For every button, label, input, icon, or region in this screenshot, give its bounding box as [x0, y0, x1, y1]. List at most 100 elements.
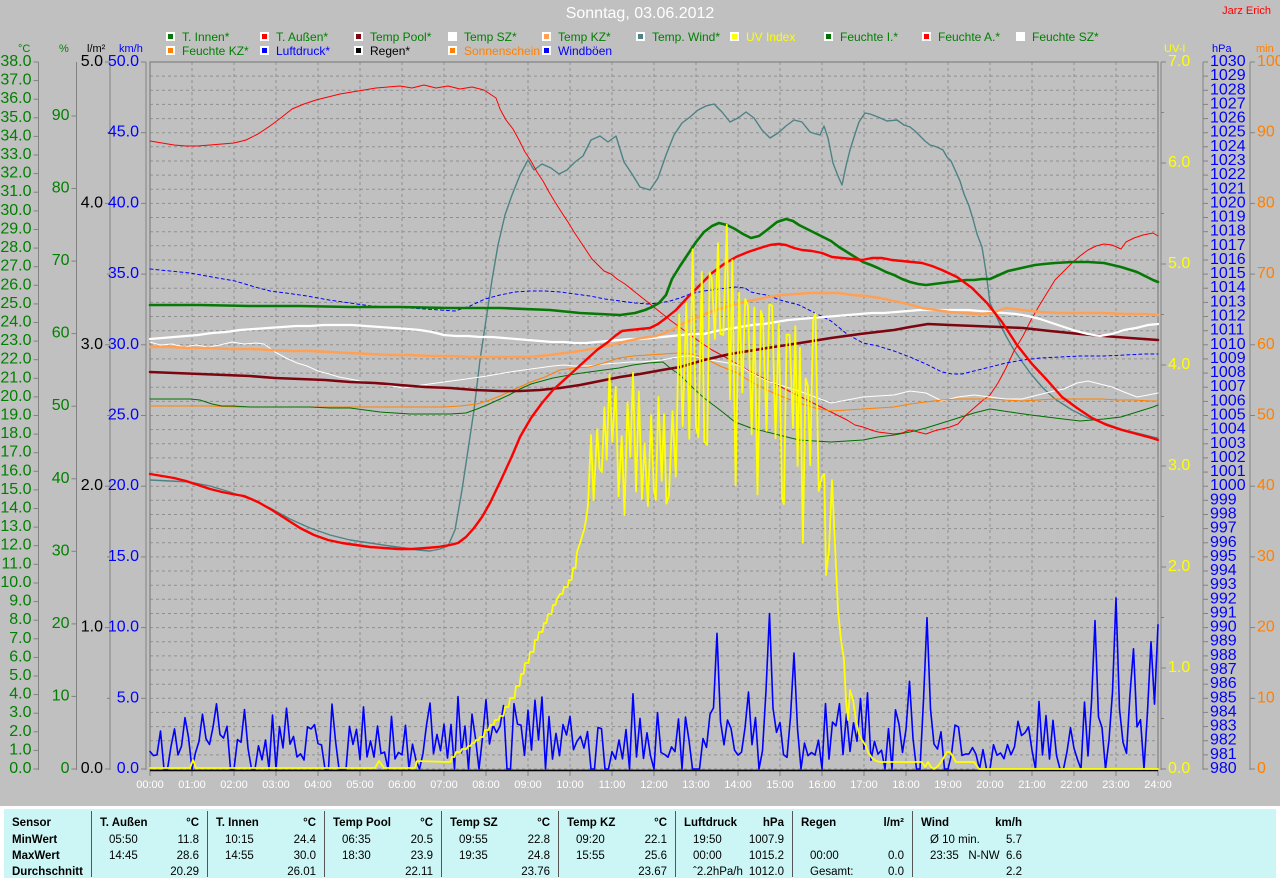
svg-text:16:00: 16:00	[808, 779, 836, 791]
svg-text:20.0: 20.0	[0, 388, 31, 405]
svg-text:1028: 1028	[1210, 81, 1246, 98]
svg-text:45.0: 45.0	[108, 124, 139, 141]
svg-text:60: 60	[52, 325, 70, 342]
svg-text:05:00: 05:00	[346, 779, 374, 791]
svg-text:09:00: 09:00	[514, 779, 542, 791]
svg-text:03:00: 03:00	[262, 779, 290, 791]
svg-text:13.0: 13.0	[0, 518, 31, 535]
svg-text:2.0: 2.0	[9, 723, 31, 740]
svg-text:983: 983	[1210, 718, 1237, 735]
svg-text:17:00: 17:00	[850, 779, 878, 791]
svg-text:0: 0	[61, 760, 70, 777]
svg-text:25.0: 25.0	[108, 407, 139, 424]
svg-text:1019: 1019	[1210, 209, 1246, 226]
svg-text:00:00: 00:00	[136, 779, 164, 791]
svg-text:999: 999	[1210, 491, 1237, 508]
svg-text:1023: 1023	[1210, 152, 1246, 169]
svg-text:4.0: 4.0	[1168, 356, 1190, 373]
svg-text:30: 30	[1257, 548, 1275, 565]
svg-text:01:00: 01:00	[178, 779, 206, 791]
svg-text:1007: 1007	[1210, 378, 1246, 395]
svg-text:1010: 1010	[1210, 336, 1246, 353]
svg-text:1013: 1013	[1210, 293, 1246, 310]
svg-text:1017: 1017	[1210, 237, 1246, 254]
svg-text:1002: 1002	[1210, 449, 1246, 466]
svg-text:984: 984	[1210, 703, 1237, 720]
svg-text:1014: 1014	[1210, 279, 1246, 296]
svg-text:1020: 1020	[1210, 194, 1246, 211]
svg-text:1008: 1008	[1210, 364, 1246, 381]
svg-text:998: 998	[1210, 506, 1237, 523]
svg-text:70: 70	[52, 252, 70, 269]
svg-text:29.0: 29.0	[0, 221, 31, 238]
svg-text:986: 986	[1210, 675, 1237, 692]
svg-text:28.0: 28.0	[0, 239, 31, 256]
svg-text:40: 40	[1257, 477, 1275, 494]
svg-text:50.0: 50.0	[108, 53, 139, 70]
svg-text:987: 987	[1210, 661, 1237, 678]
svg-text:30.0: 30.0	[0, 202, 31, 219]
svg-text:18:00: 18:00	[892, 779, 920, 791]
svg-text:985: 985	[1210, 689, 1237, 706]
svg-text:90: 90	[1257, 124, 1275, 141]
svg-text:27.0: 27.0	[0, 258, 31, 275]
svg-text:1015: 1015	[1210, 265, 1246, 282]
svg-text:50: 50	[52, 397, 70, 414]
svg-text:993: 993	[1210, 576, 1237, 593]
svg-text:23:00: 23:00	[1102, 779, 1130, 791]
svg-text:100: 100	[1257, 53, 1280, 70]
svg-text:90: 90	[52, 107, 70, 124]
svg-text:0.0: 0.0	[1168, 760, 1190, 777]
svg-text:6.0: 6.0	[9, 648, 31, 665]
svg-text:988: 988	[1210, 647, 1237, 664]
svg-text:1.0: 1.0	[9, 741, 31, 758]
svg-text:22:00: 22:00	[1060, 779, 1088, 791]
svg-text:1024: 1024	[1210, 138, 1246, 155]
svg-text:1.0: 1.0	[81, 619, 103, 636]
svg-text:0.0: 0.0	[9, 760, 31, 777]
svg-text:1.0: 1.0	[1168, 659, 1190, 676]
svg-text:0: 0	[1257, 760, 1266, 777]
svg-text:33.0: 33.0	[0, 146, 31, 163]
svg-text:980: 980	[1210, 760, 1237, 777]
svg-text:70: 70	[1257, 265, 1275, 282]
svg-text:997: 997	[1210, 520, 1237, 537]
svg-text:9.0: 9.0	[9, 593, 31, 610]
svg-text:1030: 1030	[1210, 53, 1246, 70]
svg-text:10.0: 10.0	[108, 619, 139, 636]
svg-text:992: 992	[1210, 590, 1237, 607]
svg-text:38.0: 38.0	[0, 53, 31, 70]
svg-text:1009: 1009	[1210, 350, 1246, 367]
svg-text:1012: 1012	[1210, 308, 1246, 325]
svg-text:3.0: 3.0	[81, 336, 103, 353]
svg-text:1022: 1022	[1210, 166, 1246, 183]
svg-text:02:00: 02:00	[220, 779, 248, 791]
svg-text:1005: 1005	[1210, 407, 1246, 424]
svg-text:15.0: 15.0	[0, 481, 31, 498]
svg-text:2.0: 2.0	[1168, 558, 1190, 575]
svg-text:1021: 1021	[1210, 180, 1246, 197]
svg-text:981: 981	[1210, 746, 1237, 763]
svg-text:12:00: 12:00	[640, 779, 668, 791]
svg-text:16.0: 16.0	[0, 462, 31, 479]
svg-text:23.0: 23.0	[0, 332, 31, 349]
svg-text:60: 60	[1257, 336, 1275, 353]
svg-text:14.0: 14.0	[0, 500, 31, 517]
svg-text:15:00: 15:00	[766, 779, 794, 791]
svg-text:5.0: 5.0	[117, 689, 139, 706]
svg-text:995: 995	[1210, 548, 1237, 565]
svg-text:1026: 1026	[1210, 110, 1246, 127]
svg-text:10: 10	[1257, 689, 1275, 706]
svg-text:8.0: 8.0	[9, 611, 31, 628]
svg-text:3.0: 3.0	[9, 704, 31, 721]
svg-text:1011: 1011	[1210, 322, 1245, 339]
svg-text:0.0: 0.0	[117, 760, 139, 777]
svg-text:989: 989	[1210, 633, 1237, 650]
svg-text:37.0: 37.0	[0, 72, 31, 89]
svg-text:22.0: 22.0	[0, 351, 31, 368]
svg-text:11.0: 11.0	[2, 555, 32, 572]
svg-text:7.0: 7.0	[1168, 53, 1190, 70]
svg-text:982: 982	[1210, 732, 1237, 749]
svg-text:24.0: 24.0	[0, 314, 31, 331]
svg-text:21:00: 21:00	[1018, 779, 1046, 791]
